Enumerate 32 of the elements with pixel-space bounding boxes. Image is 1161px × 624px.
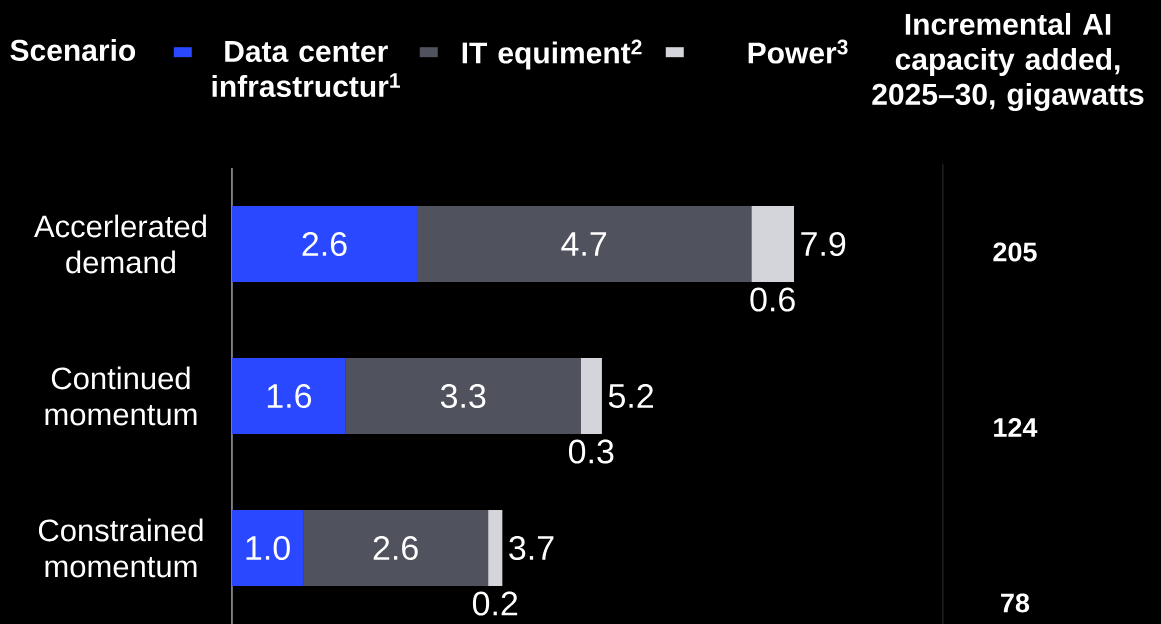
y-tick-label: Constrained momentum — [38, 518, 203, 578]
y-tick-label: Accerlerated demand — [34, 214, 206, 274]
bar — [488, 510, 503, 586]
data-label: 205 — [993, 242, 1037, 262]
data-label: 3.3 — [440, 383, 486, 409]
data-label: 4.7 — [561, 232, 607, 256]
legend-label: IT equiment$^{2}$ — [462, 39, 642, 70]
data-label: 0.2 — [472, 591, 518, 616]
bar — [580, 358, 602, 435]
total-label: 3.7 — [509, 535, 554, 561]
y-tick-label: Continued momentum — [45, 366, 197, 426]
bar — [751, 206, 795, 283]
data-label: 2.6 — [302, 231, 347, 257]
total-label: 7.9 — [801, 231, 846, 257]
data-label: 1.0 — [246, 535, 290, 561]
text: Incremental AI capacity added, 2025–30, gigawatts — [872, 12, 1144, 112]
data-label: 1.6 — [267, 383, 312, 409]
bar — [232, 358, 346, 435]
total-label: 5.2 — [608, 383, 654, 409]
bar — [232, 510, 304, 586]
legend-label: Data center infrastructur$^{1}$ — [212, 41, 400, 98]
legend-label: Power$^{3}$ — [748, 39, 848, 64]
data-label: 2.6 — [373, 535, 418, 561]
bar — [303, 510, 489, 586]
y-axis-title: Scenario — [10, 38, 136, 62]
data-label: 0.3 — [568, 439, 614, 464]
bar — [232, 206, 417, 283]
data-label: 78 — [1001, 593, 1030, 613]
data-label: 124 — [994, 418, 1038, 437]
bar — [345, 358, 581, 435]
bar — [416, 206, 752, 283]
data-label: 0.6 — [750, 287, 795, 312]
